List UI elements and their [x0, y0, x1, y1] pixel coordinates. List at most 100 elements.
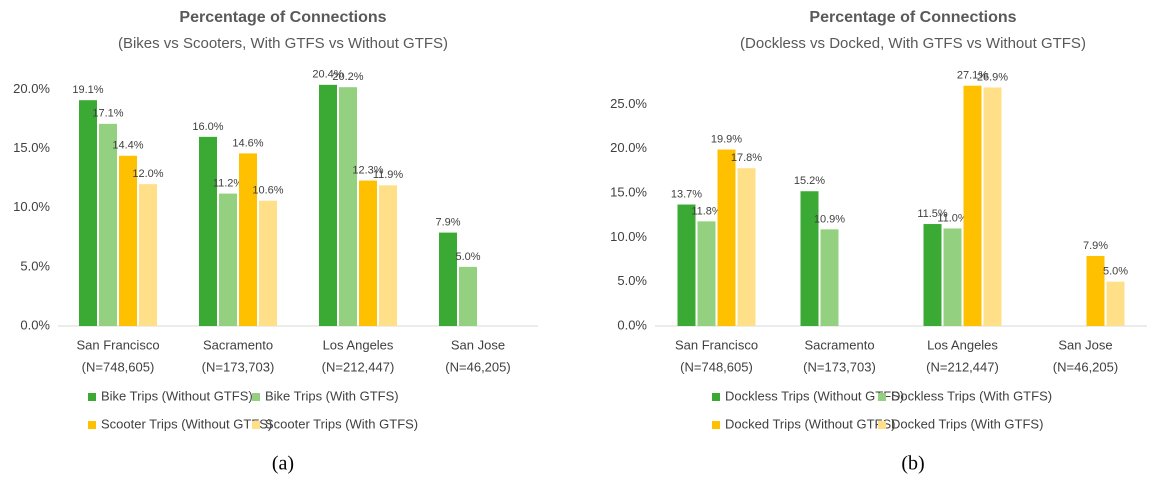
value-label: 5.0% [455, 251, 480, 263]
value-label: 11.2% [213, 177, 244, 189]
y-tick-label: 10.0% [610, 229, 647, 244]
legend-label: Bike Trips (With GTFS) [265, 388, 399, 403]
bar [319, 84, 337, 327]
value-label: 11.0% [937, 212, 968, 224]
value-label: 17.8% [731, 152, 762, 164]
value-label: 11.8% [691, 205, 722, 217]
y-tick-label: 10.0% [13, 199, 50, 214]
bar [459, 266, 477, 326]
bar [79, 100, 97, 326]
value-label: 14.6% [232, 137, 263, 149]
value-label: 11.5% [917, 208, 948, 220]
value-label: 19.1% [72, 84, 103, 96]
x-tick-sublabel: (N=173,703) [803, 359, 876, 374]
x-tick-label: San Francisco [675, 337, 758, 352]
legend-swatch [878, 393, 886, 401]
bar [677, 204, 696, 326]
legend-label: Scooter Trips (With GTFS) [265, 416, 418, 431]
y-tick-label: 20.0% [610, 140, 647, 155]
y-tick-label: 5.0% [617, 273, 647, 288]
bar [800, 191, 819, 326]
value-label: 12.3% [352, 164, 383, 176]
value-label: 17.1% [92, 108, 123, 120]
legend-swatch [88, 421, 96, 429]
value-label: 14.4% [112, 140, 143, 152]
value-label: 20.4% [312, 69, 343, 81]
x-tick-label: San Francisco [76, 337, 159, 352]
value-label: 20.2% [332, 71, 363, 83]
bar [697, 221, 716, 326]
chart-subtitle: (Dockless vs Docked, With GTFS vs Withou… [740, 35, 1086, 52]
legend-swatch [878, 421, 886, 429]
value-label: 16.0% [192, 121, 223, 133]
x-tick-label: Los Angeles [927, 337, 998, 352]
bar [199, 136, 217, 326]
value-label: 5.0% [1103, 266, 1128, 278]
x-tick-label: Sacramento [203, 337, 273, 352]
x-tick-sublabel: (N=212,447) [926, 359, 999, 374]
value-label: 12.0% [132, 168, 163, 180]
bar [259, 200, 277, 326]
bar [379, 185, 397, 326]
x-tick-label: Sacramento [804, 337, 874, 352]
bar [923, 224, 942, 326]
bar [717, 149, 736, 326]
panel-caption: (a) [272, 453, 294, 475]
y-tick-label: 20.0% [13, 81, 50, 96]
chart-title: Percentage of Connections [179, 9, 386, 26]
y-tick-label: 15.0% [610, 184, 647, 199]
bar [737, 168, 756, 326]
x-tick-sublabel: (N=173,703) [202, 359, 275, 374]
legend-swatch [712, 393, 720, 401]
bar [1106, 281, 1125, 326]
x-tick-sublabel: (N=212,447) [322, 359, 395, 374]
legend-label: Docked Trips (Without GTFS) [725, 416, 895, 431]
value-label: 19.9% [711, 133, 742, 145]
chart-subtitle: (Bikes vs Scooters, With GTFS vs Without… [118, 35, 448, 52]
bar [339, 87, 357, 327]
legend-label: Docked Trips (With GTFS) [891, 416, 1043, 431]
value-label: 7.9% [435, 217, 460, 229]
bar [119, 155, 137, 326]
x-tick-label: San Jose [1058, 337, 1112, 352]
value-label: 27.1% [957, 70, 988, 82]
legend-swatch [252, 393, 260, 401]
x-tick-sublabel: (N=748,605) [680, 359, 753, 374]
bar [820, 229, 839, 326]
value-label: 26.9% [977, 71, 1008, 83]
value-label: 10.6% [252, 185, 283, 197]
value-label: 11.9% [373, 169, 404, 181]
bar [943, 228, 962, 326]
bar [359, 180, 377, 326]
legend-label: Dockless Trips (With GTFS) [891, 388, 1052, 403]
bar [219, 193, 237, 326]
panel-caption: (b) [901, 453, 924, 475]
legend-label: Scooter Trips (Without GTFS) [101, 416, 272, 431]
value-label: 10.9% [814, 213, 845, 225]
y-tick-label: 0.0% [20, 317, 50, 332]
legend-swatch [252, 421, 260, 429]
value-label: 13.7% [671, 188, 702, 200]
bar [1086, 255, 1105, 326]
bar [983, 87, 1002, 326]
legend-swatch [712, 421, 720, 429]
y-tick-label: 0.0% [617, 317, 647, 332]
x-tick-label: San Jose [451, 337, 505, 352]
value-label: 15.2% [794, 175, 825, 187]
y-tick-label: 15.0% [13, 140, 50, 155]
y-tick-label: 25.0% [610, 96, 647, 111]
value-label: 7.9% [1083, 240, 1108, 252]
x-tick-sublabel: (N=748,605) [82, 359, 155, 374]
x-tick-sublabel: (N=46,205) [1053, 359, 1118, 374]
chart-title: Percentage of Connections [809, 9, 1016, 26]
x-tick-sublabel: (N=46,205) [445, 359, 510, 374]
legend-label: Bike Trips (Without GTFS) [101, 388, 253, 403]
bar [963, 85, 982, 326]
x-tick-label: Los Angeles [323, 337, 394, 352]
legend-swatch [88, 393, 96, 401]
legend-label: Dockless Trips (Without GTFS) [725, 388, 904, 403]
bar [99, 123, 117, 326]
bar [139, 184, 157, 326]
